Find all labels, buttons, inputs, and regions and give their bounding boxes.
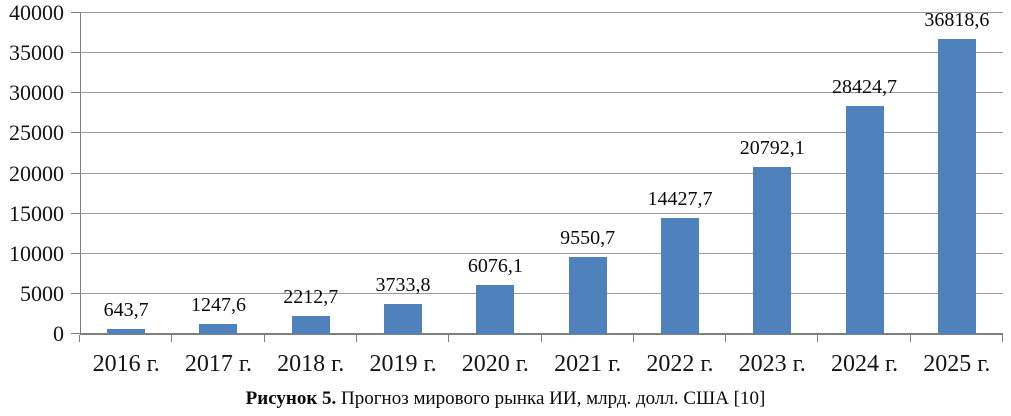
bar bbox=[384, 304, 423, 334]
y-axis-tick bbox=[71, 52, 80, 54]
y-axis-tick bbox=[71, 132, 80, 134]
bar-value-label: 1247,6 bbox=[190, 293, 246, 316]
y-axis-tick bbox=[71, 212, 80, 214]
bar-value-label: 6076,1 bbox=[467, 255, 523, 278]
x-axis-tick bbox=[909, 335, 911, 342]
bar bbox=[845, 105, 884, 334]
x-axis-tick bbox=[171, 335, 173, 342]
x-axis-category-label: 2019 г. bbox=[369, 351, 437, 377]
y-axis-tick bbox=[71, 172, 80, 174]
y-axis-line bbox=[80, 13, 81, 334]
bar bbox=[568, 257, 607, 334]
y-axis-tick-label: 15000 bbox=[9, 200, 64, 226]
x-axis-tick bbox=[817, 335, 819, 342]
bar-value-label: 36818,6 bbox=[924, 8, 990, 31]
x-axis-category-label: 2023 г. bbox=[738, 351, 806, 377]
x-axis-category-label: 2016 г. bbox=[92, 351, 160, 377]
bar-value-label: 20792,1 bbox=[739, 137, 805, 160]
figure-caption: Рисунок 5. Прогноз мирового рынка ИИ, мл… bbox=[0, 388, 1011, 410]
bar bbox=[937, 38, 976, 334]
gridline bbox=[80, 292, 1003, 294]
y-axis-tick-label: 40000 bbox=[9, 0, 64, 25]
y-axis-tick-label: 5000 bbox=[20, 280, 64, 306]
caption-text: Прогноз мирового рынка ИИ, млрд. долл. С… bbox=[336, 388, 766, 409]
x-axis-category-label: 2024 г. bbox=[830, 351, 899, 377]
bar-value-label: 2212,7 bbox=[283, 286, 339, 309]
x-axis-category-label: 2021 г. bbox=[554, 351, 622, 377]
x-axis-tick bbox=[355, 335, 357, 342]
y-axis-tick bbox=[71, 12, 80, 13]
x-axis-category-label: 2018 г. bbox=[277, 351, 345, 377]
caption-number: Рисунок 5. bbox=[245, 388, 337, 409]
y-axis-tick bbox=[71, 92, 80, 94]
x-axis-tick bbox=[448, 335, 450, 342]
y-axis-tick bbox=[71, 292, 80, 294]
y-axis-tick-label: 25000 bbox=[9, 120, 64, 146]
x-axis-tick bbox=[632, 335, 634, 342]
x-axis-tick bbox=[79, 335, 80, 342]
gridline bbox=[80, 252, 1003, 254]
gridline bbox=[80, 92, 1003, 94]
bar-value-label: 643,7 bbox=[103, 298, 149, 321]
bar-value-label: 28424,7 bbox=[832, 75, 898, 98]
x-axis-category-label: 2017 г. bbox=[184, 351, 253, 377]
y-axis-tick bbox=[71, 252, 80, 254]
y-axis-tick-label: 20000 bbox=[9, 160, 64, 186]
bar-value-label: 9550,7 bbox=[560, 227, 616, 250]
x-axis-category-label: 2020 г. bbox=[461, 351, 529, 377]
y-axis-tick-label: 10000 bbox=[9, 240, 64, 266]
gridline bbox=[80, 52, 1003, 54]
gridline bbox=[80, 172, 1003, 174]
bar bbox=[476, 285, 515, 334]
bar bbox=[199, 323, 238, 334]
x-axis-line bbox=[80, 333, 1003, 335]
bar bbox=[107, 328, 146, 334]
gridline bbox=[80, 132, 1003, 134]
bar bbox=[660, 218, 699, 334]
x-axis-tick bbox=[725, 335, 727, 342]
bar bbox=[291, 316, 330, 334]
bar bbox=[753, 167, 792, 334]
x-axis-tick bbox=[263, 335, 265, 342]
bar-chart: 0 5000 10000 15000 20000 25000 30000 35000 40000… bbox=[9, 0, 1003, 377]
bar-value-label: 14427,7 bbox=[647, 188, 713, 211]
y-axis-tick-label: 30000 bbox=[9, 80, 64, 106]
gridline bbox=[80, 212, 1003, 214]
x-axis-tick bbox=[1002, 335, 1003, 342]
y-axis-tick-label: 35000 bbox=[9, 40, 64, 66]
x-axis-category-label: 2022 г. bbox=[646, 351, 714, 377]
y-axis-tick-label: 0 bbox=[53, 321, 64, 346]
x-axis-tick bbox=[540, 335, 542, 342]
gridline bbox=[80, 12, 1003, 13]
x-axis-category-label: 2025 г. bbox=[923, 351, 991, 377]
y-axis-tick bbox=[71, 333, 80, 334]
bar-value-label: 3733,8 bbox=[375, 274, 431, 297]
